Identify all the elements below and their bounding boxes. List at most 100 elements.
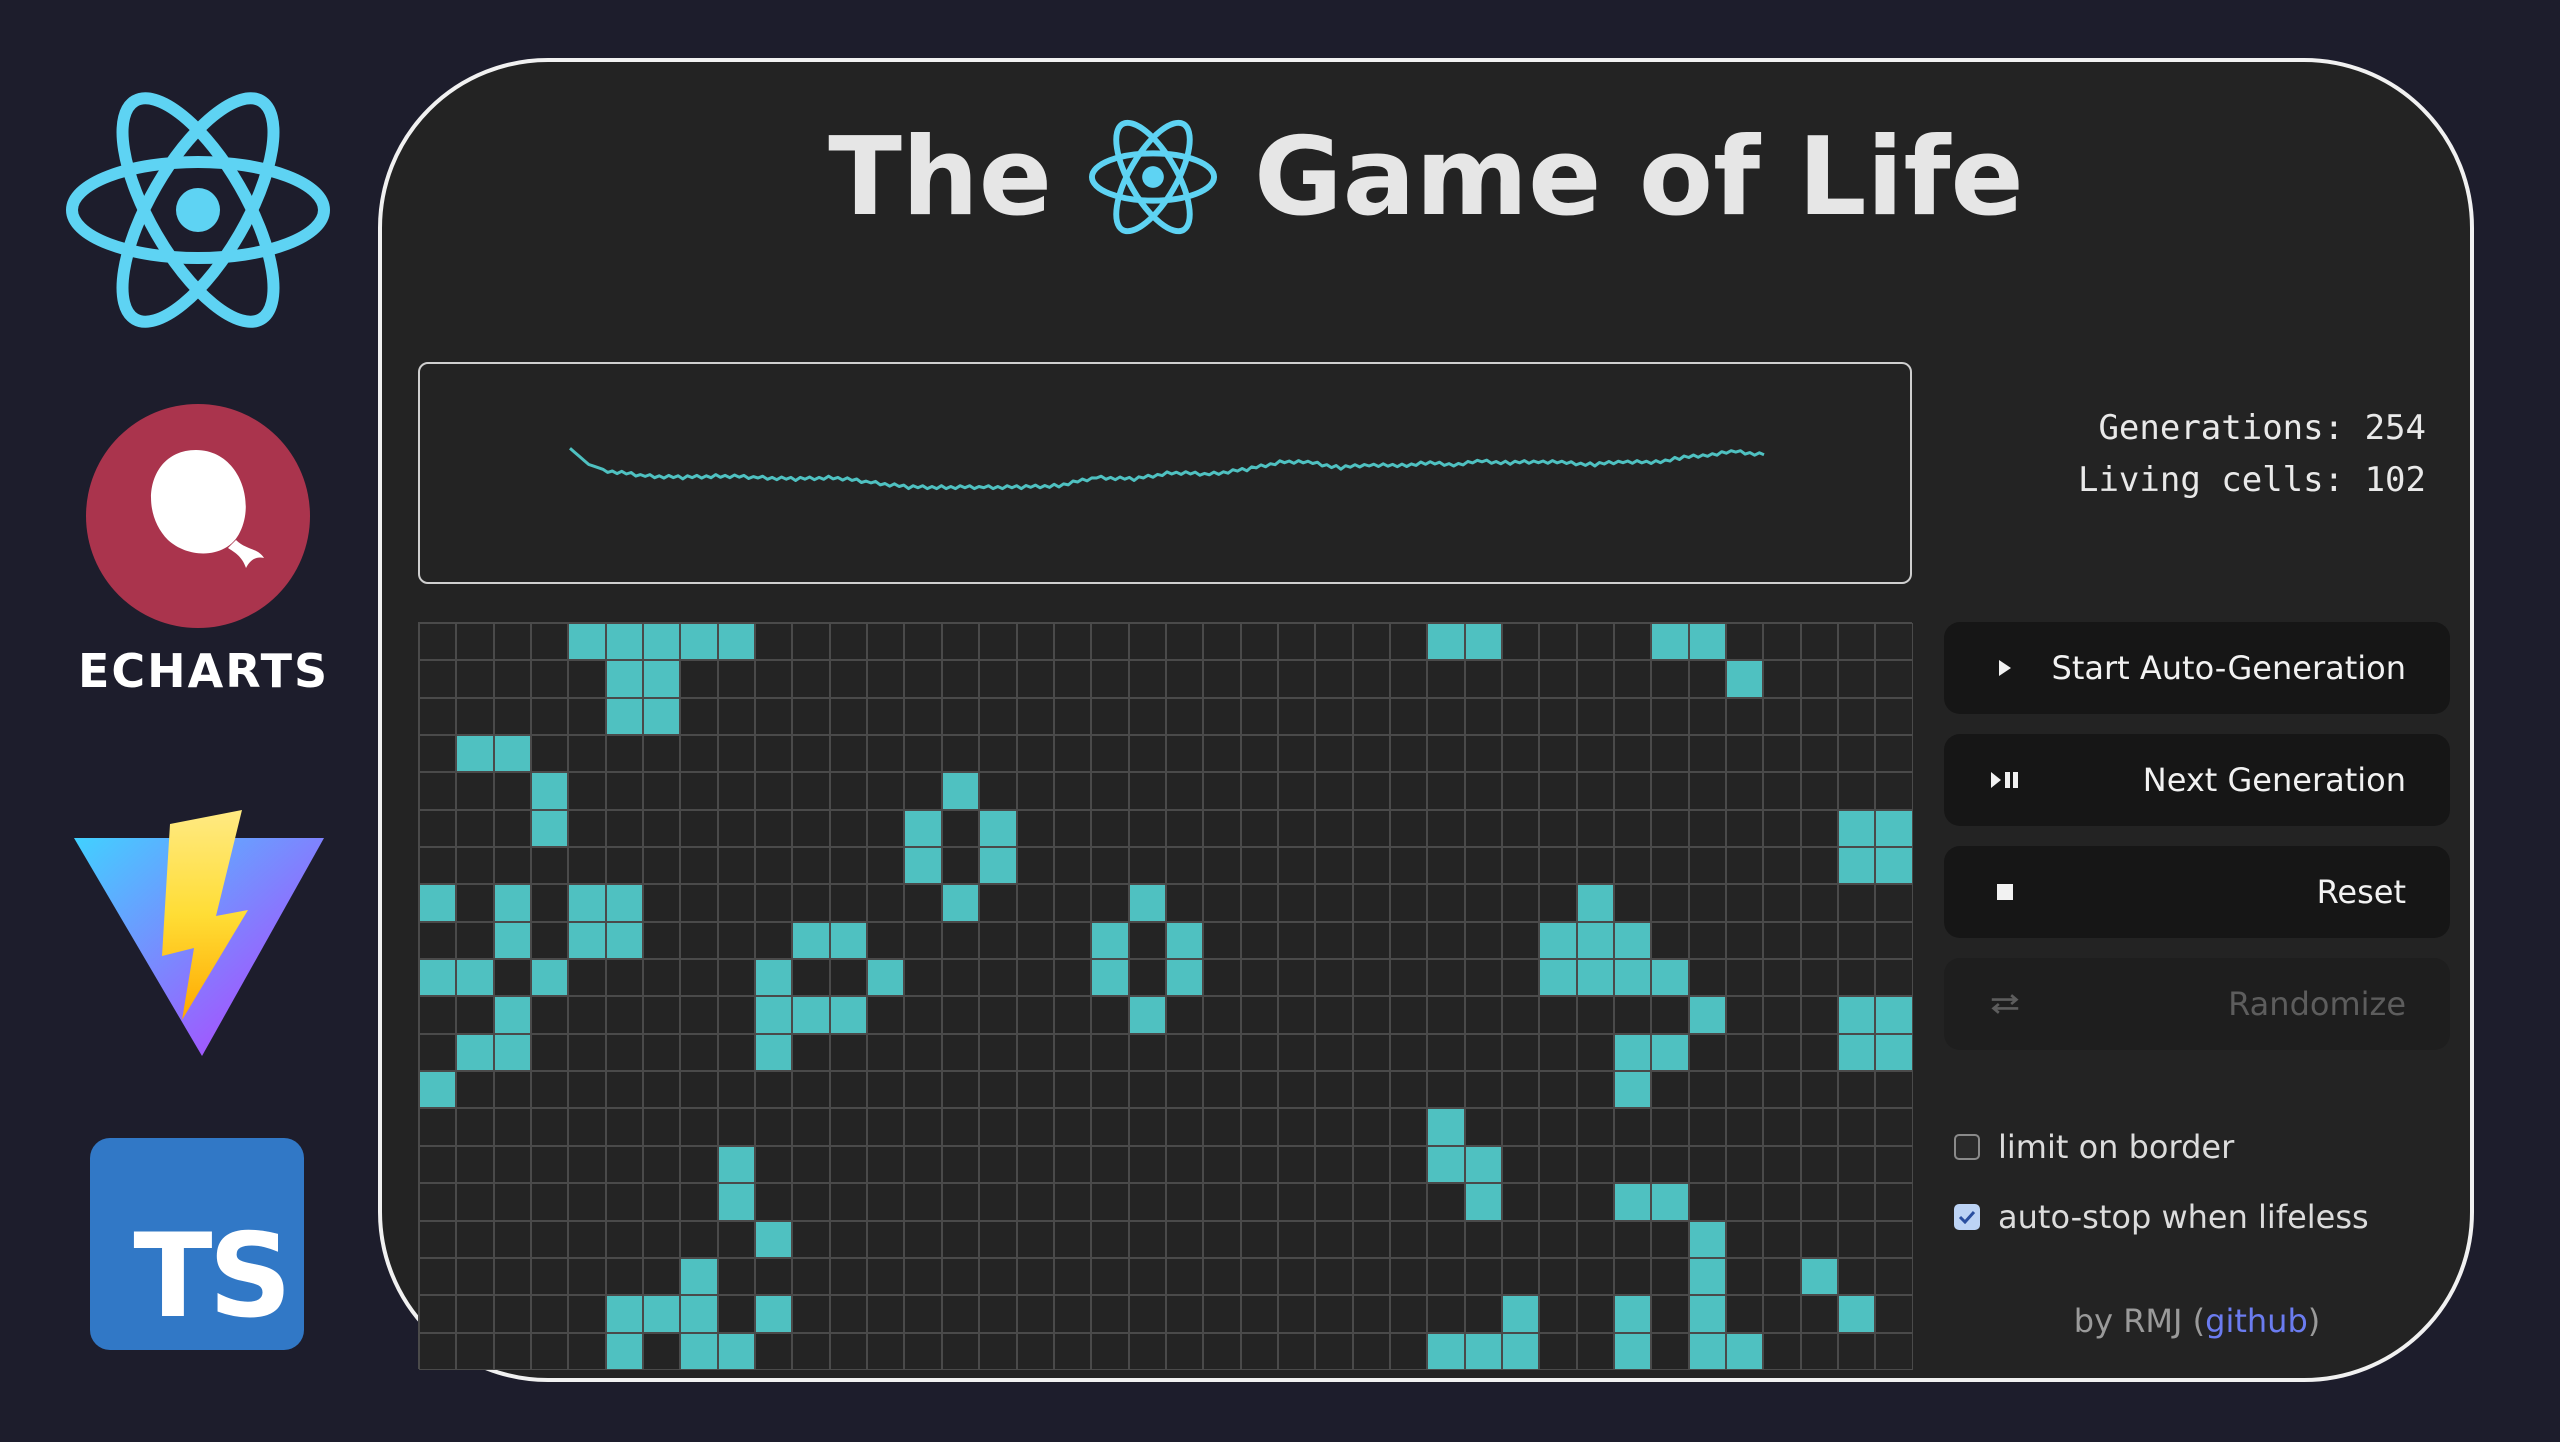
grid-cell[interactable]	[1539, 1257, 1577, 1296]
grid-cell[interactable]	[1352, 735, 1390, 773]
grid-cell[interactable]	[493, 1183, 532, 1221]
grid-cell[interactable]	[1016, 996, 1054, 1034]
grid-cell[interactable]	[1128, 884, 1166, 922]
grid-cell[interactable]	[568, 1257, 606, 1296]
grid-cell[interactable]	[531, 847, 569, 885]
grid-cell[interactable]	[1464, 1033, 1502, 1072]
grid-cell[interactable]	[1614, 809, 1652, 848]
grid-cell[interactable]	[643, 959, 681, 997]
grid-cell[interactable]	[1800, 660, 1839, 698]
grid-cell[interactable]	[1315, 735, 1353, 773]
grid-cell[interactable]	[1464, 996, 1502, 1034]
randomize-button[interactable]: Randomize	[1944, 958, 2450, 1050]
grid-cell[interactable]	[755, 660, 793, 698]
grid-cell[interactable]	[904, 1145, 942, 1184]
grid-cell[interactable]	[1576, 847, 1614, 885]
grid-cell[interactable]	[680, 1108, 718, 1146]
grid-cell[interactable]	[419, 1183, 457, 1221]
grid-cell[interactable]	[1427, 1145, 1465, 1184]
grid-cell[interactable]	[680, 1145, 718, 1184]
grid-cell[interactable]	[717, 1257, 756, 1296]
grid-cell[interactable]	[1875, 623, 1913, 661]
grid-cell[interactable]	[1277, 921, 1316, 960]
grid-cell[interactable]	[1464, 623, 1502, 661]
grid-cell[interactable]	[1614, 1332, 1652, 1370]
grid-cell[interactable]	[605, 1108, 644, 1146]
grid-cell[interactable]	[941, 996, 980, 1034]
grid-cell[interactable]	[792, 996, 830, 1034]
grid-cell[interactable]	[1539, 959, 1577, 997]
grid-cell[interactable]	[493, 735, 532, 773]
grid-cell[interactable]	[1539, 996, 1577, 1034]
grid-cell[interactable]	[1539, 623, 1577, 661]
grid-cell[interactable]	[1240, 847, 1278, 885]
grid-cell[interactable]	[904, 959, 942, 997]
grid-cell[interactable]	[1389, 1295, 1428, 1333]
github-link[interactable]: github	[2205, 1302, 2308, 1340]
grid-cell[interactable]	[904, 772, 942, 810]
grid-cell[interactable]	[829, 1295, 868, 1333]
grid-cell[interactable]	[1726, 996, 1764, 1034]
grid-cell[interactable]	[829, 1257, 868, 1296]
grid-cell[interactable]	[1875, 1033, 1913, 1072]
grid-cell[interactable]	[717, 809, 756, 848]
grid-cell[interactable]	[1800, 623, 1839, 661]
grid-cell[interactable]	[1053, 1257, 1092, 1296]
grid-cell[interactable]	[867, 623, 905, 661]
grid-cell[interactable]	[1539, 809, 1577, 848]
grid-cell[interactable]	[531, 660, 569, 698]
grid-cell[interactable]	[1539, 847, 1577, 885]
grid-cell[interactable]	[643, 772, 681, 810]
grid-cell[interactable]	[792, 697, 830, 736]
grid-cell[interactable]	[643, 1332, 681, 1370]
grid-cell[interactable]	[1576, 1108, 1614, 1146]
grid-cell[interactable]	[605, 959, 644, 997]
grid-cell[interactable]	[419, 1033, 457, 1072]
grid-cell[interactable]	[1614, 1145, 1652, 1184]
grid-cell[interactable]	[1016, 697, 1054, 736]
grid-cell[interactable]	[1464, 921, 1502, 960]
grid-cell[interactable]	[1501, 1145, 1540, 1184]
grid-cell[interactable]	[605, 735, 644, 773]
grid-cell[interactable]	[568, 809, 606, 848]
grid-cell[interactable]	[1838, 772, 1876, 810]
grid-cell[interactable]	[1277, 1332, 1316, 1370]
grid-cell[interactable]	[1576, 996, 1614, 1034]
grid-cell[interactable]	[1389, 772, 1428, 810]
grid-cell[interactable]	[680, 1295, 718, 1333]
grid-cell[interactable]	[1315, 1332, 1353, 1370]
grid-cell[interactable]	[1315, 959, 1353, 997]
grid-cell[interactable]	[1091, 1257, 1129, 1296]
grid-cell[interactable]	[1128, 1220, 1166, 1258]
grid-cell[interactable]	[1875, 1220, 1913, 1258]
grid-cell[interactable]	[1389, 1183, 1428, 1221]
grid-cell[interactable]	[1165, 1145, 1204, 1184]
grid-cell[interactable]	[1726, 1332, 1764, 1370]
grid-cell[interactable]	[755, 1257, 793, 1296]
grid-cell[interactable]	[1053, 623, 1092, 661]
grid-cell[interactable]	[1800, 1183, 1839, 1221]
grid-cell[interactable]	[792, 1332, 830, 1370]
grid-cell[interactable]	[1165, 921, 1204, 960]
grid-cell[interactable]	[1128, 1295, 1166, 1333]
grid-cell[interactable]	[755, 1183, 793, 1221]
grid-cell[interactable]	[1688, 1183, 1727, 1221]
grid-cell[interactable]	[1688, 697, 1727, 736]
grid-cell[interactable]	[792, 884, 830, 922]
grid-cell[interactable]	[867, 1257, 905, 1296]
grid-cell[interactable]	[456, 1071, 494, 1109]
grid-cell[interactable]	[792, 1145, 830, 1184]
grid-cell[interactable]	[1315, 1220, 1353, 1258]
grid-cell[interactable]	[1614, 735, 1652, 773]
grid-cell[interactable]	[829, 660, 868, 698]
grid-cell[interactable]	[1053, 1295, 1092, 1333]
grid-cell[interactable]	[829, 772, 868, 810]
grid-cell[interactable]	[1763, 772, 1801, 810]
grid-cell[interactable]	[792, 809, 830, 848]
grid-cell[interactable]	[867, 1183, 905, 1221]
grid-cell[interactable]	[1763, 1257, 1801, 1296]
grid-cell[interactable]	[867, 1220, 905, 1258]
grid-cell[interactable]	[1427, 1220, 1465, 1258]
grid-cell[interactable]	[904, 623, 942, 661]
grid-cell[interactable]	[1389, 660, 1428, 698]
